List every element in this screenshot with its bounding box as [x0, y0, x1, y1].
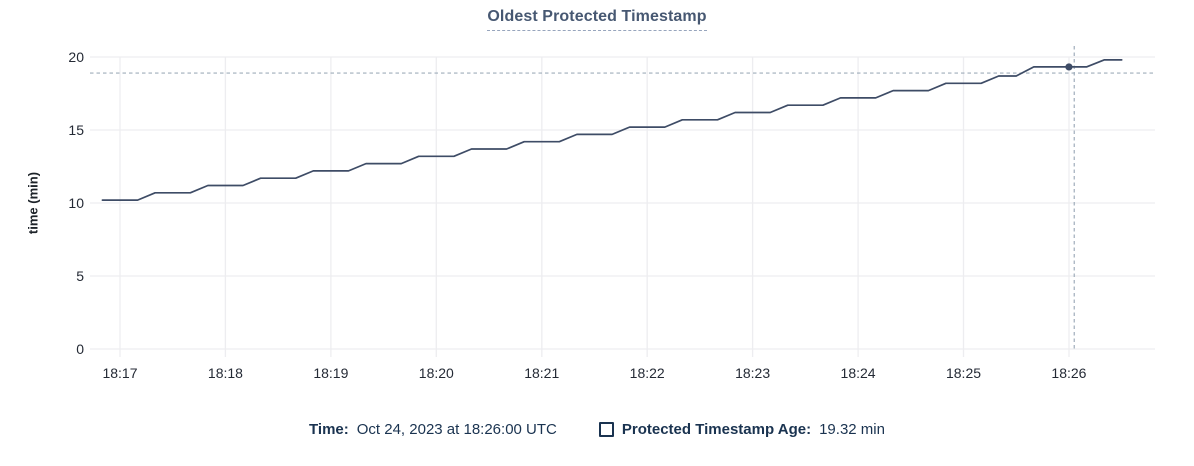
x-tick-label: 18:21 [524, 365, 560, 381]
x-tick-label: 18:26 [1051, 365, 1087, 381]
chart-legend: Time: Oct 24, 2023 at 18:26:00 UTC Prote… [0, 421, 1194, 438]
y-tick-label: 20 [68, 49, 84, 65]
x-tick-label: 18:25 [945, 365, 982, 381]
x-tick-label: 18:18 [207, 365, 243, 381]
legend-series-value: 19.32 min [819, 421, 885, 438]
x-tick-label: 18:22 [629, 365, 665, 381]
checkbox-icon[interactable] [598, 422, 614, 437]
chart-title[interactable]: Oldest Protected Timestamp [487, 8, 707, 31]
y-tick-label: 10 [68, 195, 84, 211]
legend-series-label: Protected Timestamp Age: [621, 421, 812, 438]
x-tick-label: 18:23 [735, 365, 771, 381]
chart-title-row: Oldest Protected Timestamp [0, 8, 1194, 31]
legend-series-toggle[interactable]: Protected Timestamp Age: 19.32 min [598, 421, 885, 438]
series-line-protected-timestamp-age [101, 59, 1123, 201]
plot-area[interactable] [90, 46, 1155, 349]
x-tick-label: 18:20 [418, 365, 454, 381]
hover-point-dot [1065, 63, 1073, 71]
x-tick-label: 18:19 [313, 365, 349, 381]
x-tick-label: 18:24 [840, 365, 876, 381]
y-tick-label: 5 [76, 268, 84, 284]
legend-time-label: Time: [309, 421, 349, 438]
y-tick-label: 0 [76, 341, 84, 357]
y-tick-label: 15 [68, 122, 84, 138]
legend-time-value: Oct 24, 2023 at 18:26:00 UTC [356, 421, 557, 438]
legend-time-group: Time: Oct 24, 2023 at 18:26:00 UTC [309, 421, 557, 438]
x-tick-label: 18:17 [102, 365, 138, 381]
chart-canvas[interactable] [0, 0, 1194, 410]
